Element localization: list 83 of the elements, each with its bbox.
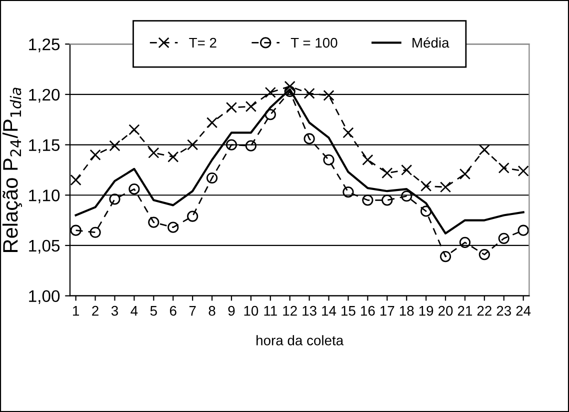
point	[518, 224, 529, 236]
point	[284, 80, 296, 92]
point	[90, 226, 101, 238]
point	[128, 124, 140, 136]
point	[401, 164, 412, 176]
x-tick-label: 22	[477, 306, 492, 316]
x-tick-label: 2	[92, 306, 98, 316]
y-tick-label: 1,10	[29, 190, 60, 204]
legend-label: Média	[412, 37, 450, 48]
point	[323, 154, 334, 166]
x-tick-label: 19	[419, 306, 434, 316]
point	[401, 190, 412, 202]
point	[206, 117, 218, 128]
point	[304, 88, 315, 99]
x-tick-label: 21	[458, 306, 472, 316]
x-tick-label: 13	[302, 306, 316, 316]
point	[206, 172, 218, 184]
point	[90, 149, 101, 160]
x-tick-label: 9	[228, 306, 235, 316]
point	[459, 168, 471, 180]
point	[304, 133, 315, 144]
point	[440, 250, 452, 262]
point	[498, 232, 510, 244]
y-tick-label: 1,00	[29, 290, 60, 304]
x-tick-label: 20	[438, 306, 453, 316]
point	[226, 102, 238, 114]
x-tick-label: 14	[322, 306, 336, 316]
point	[148, 216, 160, 228]
point	[362, 154, 374, 166]
legend-label: T = 100	[290, 38, 338, 48]
point	[440, 182, 452, 193]
x-tick-label: 12	[283, 306, 297, 316]
point	[168, 151, 179, 162]
x-tick-label: 4	[130, 306, 138, 316]
x-tick-label: 11	[264, 306, 277, 316]
point	[148, 147, 160, 158]
point	[420, 206, 432, 217]
point	[128, 184, 140, 195]
point	[459, 236, 471, 248]
point	[362, 194, 374, 206]
point	[478, 144, 490, 156]
point	[478, 248, 490, 260]
y-tick-label: 1,20	[29, 88, 60, 103]
point	[498, 162, 510, 174]
x-tick-label: 24	[516, 306, 531, 316]
y-tick-label: 1,25	[29, 38, 60, 52]
y-axis-title: Relação P$_{24}$/P$_{1dia}$	[2, 88, 22, 252]
x-tick-label: 3	[111, 306, 118, 316]
x-tick-label: 16	[361, 306, 375, 316]
point	[342, 186, 354, 198]
x-tick-label: 1	[73, 306, 80, 316]
point	[284, 86, 296, 97]
point	[382, 194, 393, 206]
x-tick-label: 5	[150, 306, 157, 316]
y-tick-label: 1,15	[29, 139, 60, 153]
x-tick-label: 10	[244, 306, 258, 316]
point	[518, 165, 529, 177]
point	[342, 127, 354, 138]
legend-label: T= 2	[189, 38, 216, 48]
point	[70, 224, 82, 236]
point	[245, 100, 256, 112]
point	[187, 139, 198, 150]
x-tick-label: 8	[208, 306, 216, 316]
point	[187, 210, 198, 222]
point	[323, 90, 334, 101]
point	[109, 194, 120, 205]
point	[382, 167, 393, 179]
point	[226, 139, 238, 150]
point	[168, 222, 179, 233]
point	[420, 180, 432, 192]
point	[245, 140, 256, 152]
x-tick-label: 17	[380, 306, 394, 316]
x-tick-label: 23	[496, 306, 511, 316]
point	[109, 140, 120, 152]
y-tick-label: 1,05	[29, 240, 60, 254]
x-axis-title: hora da coleta	[256, 335, 344, 346]
x-tick-label: 6	[170, 306, 176, 316]
point	[264, 109, 276, 120]
x-tick-label: 18	[400, 306, 414, 316]
point	[264, 86, 276, 98]
x-tick-label: 15	[342, 306, 356, 316]
point	[70, 174, 82, 186]
x-tick-label: 7	[189, 306, 196, 316]
